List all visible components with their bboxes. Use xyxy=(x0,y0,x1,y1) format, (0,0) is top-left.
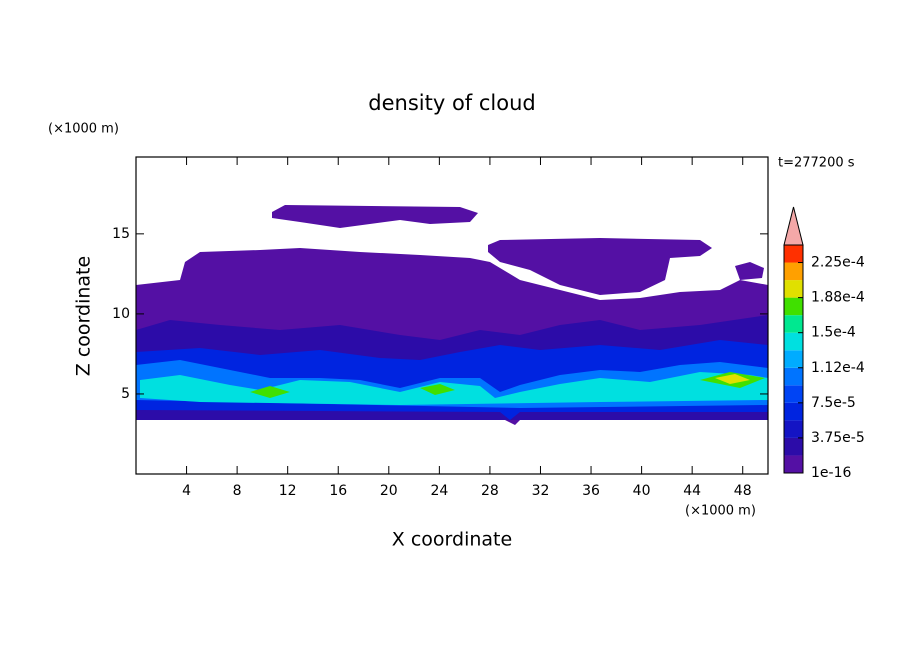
colorbar-band xyxy=(784,297,803,316)
contour-region xyxy=(140,372,768,405)
y-tick-label: 15 xyxy=(112,226,130,242)
x-tick-label: 36 xyxy=(582,483,600,499)
x-tick-label: 20 xyxy=(380,483,398,499)
colorbar-band xyxy=(784,420,803,438)
x-tick-label: 28 xyxy=(481,483,499,499)
colorbar-band xyxy=(784,350,803,368)
colorbar-band xyxy=(784,315,803,333)
colorbar-tick-label: 1.88e-4 xyxy=(811,290,865,306)
contour-region xyxy=(715,374,750,384)
colorbar-band xyxy=(784,262,803,281)
x-tick-label: 4 xyxy=(182,483,191,499)
contour-region xyxy=(735,262,764,280)
x-axis-label: X coordinate xyxy=(392,529,512,551)
colorbar-tick-label: 1e-16 xyxy=(811,465,851,481)
x-unit: (×1000 m) xyxy=(685,504,756,519)
y-tick-label: 5 xyxy=(121,386,130,402)
colorbar-band xyxy=(784,437,803,456)
x-tick-label: 40 xyxy=(633,483,651,499)
y-axis-label: Z coordinate xyxy=(73,256,95,376)
x-tick-label: 48 xyxy=(734,483,752,499)
colorbar-extend xyxy=(783,206,804,246)
contour-region xyxy=(488,238,712,295)
x-tick-label: 24 xyxy=(430,483,448,499)
plot-frame xyxy=(135,156,769,475)
x-tick-label: 16 xyxy=(329,483,347,499)
colorbar-band xyxy=(784,332,803,351)
colorbar-tick-label: 1.12e-4 xyxy=(811,360,865,376)
colorbar-band xyxy=(784,280,803,298)
colorbar-tick-label: 3.75e-5 xyxy=(811,430,865,446)
x-tick-label: 8 xyxy=(233,483,242,499)
colorbar-band xyxy=(784,455,803,473)
colorbar-band xyxy=(784,245,803,263)
colorbar-tick-label: 1.5e-4 xyxy=(811,325,856,341)
colorbar-band xyxy=(784,367,803,386)
chart-title: density of cloud xyxy=(368,91,535,115)
x-tick-label: 12 xyxy=(279,483,297,499)
contour-region xyxy=(272,205,478,228)
colorbar-tick-label: 2.25e-4 xyxy=(811,255,865,271)
colorbar-tick-label: 7.5e-5 xyxy=(811,395,856,411)
colorbar-band xyxy=(784,385,803,403)
y-tick-label: 10 xyxy=(112,306,130,322)
annotation: t=277200 s xyxy=(778,156,855,171)
x-tick-label: 44 xyxy=(683,483,701,499)
contour-field xyxy=(136,205,768,425)
colorbar-band xyxy=(784,402,803,421)
x-tick-label: 32 xyxy=(532,483,550,499)
colorbar-frame xyxy=(783,244,804,474)
y-unit: (×1000 m) xyxy=(48,122,119,137)
